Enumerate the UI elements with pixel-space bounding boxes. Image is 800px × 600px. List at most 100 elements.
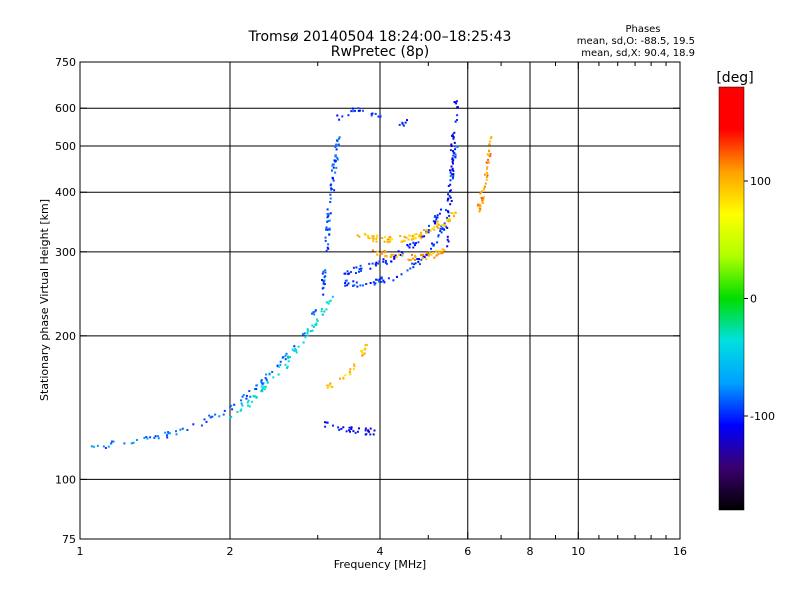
echo-point <box>411 262 414 265</box>
echo-point <box>230 404 233 407</box>
echo-point <box>369 282 372 284</box>
stats-line-x: mean, sd,X: 90.4, 18.9 <box>581 48 695 59</box>
echo-point <box>276 365 279 368</box>
echo-point <box>245 397 248 400</box>
echo-point <box>449 203 452 206</box>
echo-point <box>326 220 329 223</box>
echo-point <box>409 243 412 246</box>
echo-point <box>412 241 415 244</box>
echo-point <box>255 396 258 399</box>
echo-point <box>450 143 453 146</box>
echo-point <box>327 302 330 305</box>
echo-point <box>265 373 268 376</box>
echo-point <box>353 363 356 366</box>
echo-point <box>96 444 99 447</box>
echo-point <box>285 352 288 355</box>
echo-point <box>384 251 387 254</box>
y-tick-label: 750 <box>55 56 76 69</box>
echo-point <box>446 216 449 219</box>
echo-point <box>435 254 438 257</box>
echo-point <box>352 280 355 283</box>
echo-point <box>428 253 431 256</box>
echo-point <box>157 437 160 440</box>
y-tick-label: 400 <box>55 186 76 199</box>
echo-point <box>441 224 444 227</box>
echo-point <box>423 235 426 238</box>
echo-point <box>441 227 444 230</box>
echo-point <box>321 307 323 310</box>
echo-point <box>437 234 440 237</box>
echo-point <box>332 179 335 182</box>
echo-point <box>231 408 234 411</box>
echo-point <box>264 385 267 388</box>
echo-point <box>107 445 110 448</box>
echo-point <box>372 235 375 238</box>
echo-point <box>330 183 333 186</box>
echo-point <box>368 262 371 265</box>
echo-point <box>449 190 452 192</box>
echo-point <box>486 167 488 170</box>
echo-point <box>423 256 426 259</box>
echo-point <box>347 282 350 285</box>
echo-point <box>261 382 264 385</box>
echo-point <box>455 102 458 105</box>
echo-point <box>444 225 447 228</box>
echo-point <box>408 259 411 262</box>
echo-point <box>488 154 491 157</box>
y-tick-label: 100 <box>55 473 76 486</box>
echo-point <box>445 209 447 212</box>
echo-point <box>415 233 418 236</box>
x-tick-label: 10 <box>571 545 585 558</box>
echo-point <box>240 399 243 402</box>
echo-point <box>249 395 252 398</box>
echo-point <box>454 148 457 151</box>
echo-point <box>389 255 392 258</box>
echo-point <box>452 169 455 172</box>
echo-point <box>268 372 271 375</box>
echo-point <box>350 271 352 273</box>
echo-point <box>376 278 379 281</box>
echo-point <box>325 226 328 229</box>
echo-point <box>427 254 430 257</box>
echo-point <box>451 158 454 161</box>
echo-point <box>289 356 291 359</box>
echo-point <box>377 115 380 118</box>
echo-point <box>382 260 385 263</box>
echo-point <box>352 266 355 269</box>
echo-point <box>402 124 405 127</box>
echo-point <box>364 429 367 432</box>
echo-point <box>272 376 275 379</box>
echo-point <box>426 252 428 255</box>
echo-points <box>90 100 493 449</box>
colorbar-tick-label: 0 <box>750 293 757 306</box>
echo-point <box>350 426 353 429</box>
echo-point <box>418 258 420 261</box>
echo-point <box>488 140 491 143</box>
echo-point <box>349 368 352 371</box>
echo-point <box>447 218 450 221</box>
echo-point <box>356 234 359 237</box>
x-tick-label: 2 <box>227 545 234 558</box>
echo-point <box>350 110 353 113</box>
echo-point <box>279 363 282 366</box>
echo-point <box>488 150 491 153</box>
echo-point <box>431 251 434 254</box>
echo-point <box>315 324 318 326</box>
echo-point <box>324 239 327 242</box>
echo-point <box>349 430 351 433</box>
echo-point <box>363 352 366 355</box>
echo-point <box>229 416 232 419</box>
echo-point <box>414 259 417 261</box>
echo-point <box>489 155 492 158</box>
echo-point <box>413 263 416 266</box>
echo-point <box>422 255 425 258</box>
echo-point <box>379 114 382 117</box>
echo-point <box>286 365 289 368</box>
echo-point <box>397 250 400 253</box>
echo-point <box>241 404 244 407</box>
echo-point <box>421 235 424 238</box>
echo-point <box>278 365 280 368</box>
echo-point <box>344 284 347 287</box>
echo-point <box>102 445 105 448</box>
echo-point <box>451 160 454 163</box>
